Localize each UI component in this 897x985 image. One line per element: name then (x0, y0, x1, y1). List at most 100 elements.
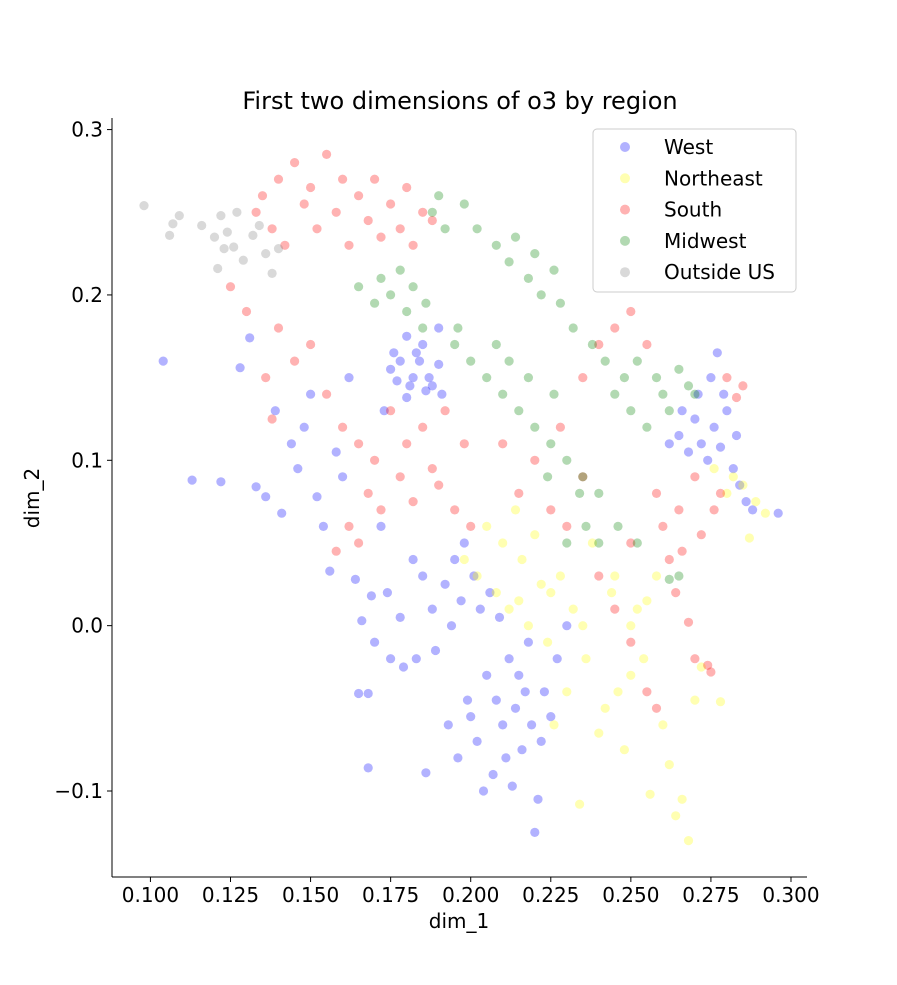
data-point (731, 430, 742, 441)
series-outside-us (139, 201, 284, 278)
data-point (514, 488, 524, 498)
data-point (696, 530, 706, 540)
data-point (251, 482, 261, 492)
data-point (267, 224, 277, 234)
data-point (418, 207, 428, 217)
data-point (498, 538, 508, 548)
data-point (664, 439, 674, 449)
data-point (370, 637, 380, 647)
data-point (414, 356, 425, 366)
data-point (651, 488, 662, 498)
data-point (744, 533, 755, 543)
data-point (677, 794, 687, 804)
x-tick-label: 0.125 (202, 883, 259, 907)
data-point (344, 373, 354, 383)
data-point (450, 505, 460, 515)
data-point (357, 616, 367, 626)
data-point (350, 574, 360, 585)
data-point (443, 720, 453, 730)
data-point (594, 488, 604, 498)
data-point (683, 617, 694, 627)
data-point (165, 230, 175, 240)
x-tick-label: 0.150 (282, 883, 339, 907)
data-point (549, 720, 559, 730)
legend-box (592, 128, 797, 293)
data-point (536, 579, 546, 589)
data-point (594, 339, 604, 350)
data-point (437, 389, 447, 399)
data-point (363, 488, 373, 498)
data-point (158, 356, 168, 366)
data-point (578, 472, 588, 482)
data-point (261, 373, 271, 383)
x-tick-label: 0.300 (762, 883, 819, 907)
data-point (421, 768, 431, 778)
data-point (530, 530, 540, 540)
data-point (386, 364, 396, 374)
data-point (257, 191, 268, 201)
y-tick-label: 0.0 (71, 614, 103, 638)
data-point (466, 712, 476, 722)
data-point (386, 290, 396, 300)
data-point (440, 406, 450, 416)
data-point (607, 588, 617, 598)
data-point (543, 472, 553, 482)
data-point (370, 298, 380, 308)
data-point (251, 207, 261, 217)
data-point (402, 392, 412, 403)
data-point (546, 505, 556, 515)
data-point (677, 546, 687, 556)
legend: West Northeast South Midwest Outside US (592, 128, 797, 293)
data-point (510, 232, 521, 242)
data-point (674, 505, 684, 515)
data-point (440, 224, 450, 234)
data-point (395, 356, 405, 366)
data-point (683, 836, 694, 846)
data-point (273, 323, 284, 333)
data-point (651, 703, 662, 713)
data-point (715, 697, 726, 707)
data-point (286, 439, 296, 449)
y-tick-label: 0.1 (71, 448, 103, 472)
data-point (562, 455, 572, 465)
data-point (418, 422, 428, 432)
legend-marker (620, 235, 630, 246)
data-point (549, 265, 559, 275)
data-point (450, 339, 460, 350)
data-point (552, 654, 562, 664)
data-point (664, 406, 674, 416)
data-point (664, 554, 674, 565)
data-point (386, 199, 396, 209)
data-point (514, 406, 524, 416)
data-point (491, 339, 501, 350)
data-point (213, 263, 223, 274)
data-point (408, 282, 418, 292)
data-point (261, 249, 271, 259)
data-point (277, 508, 287, 518)
data-point (546, 439, 556, 449)
data-point (510, 703, 521, 713)
data-point (427, 604, 437, 614)
data-point (408, 554, 418, 565)
data-point (546, 588, 556, 598)
data-point (254, 220, 264, 231)
data-point (536, 290, 546, 300)
data-point (523, 373, 534, 383)
data-point (427, 464, 437, 474)
y-tick-label: 0.2 (71, 283, 103, 307)
data-point (642, 339, 652, 350)
data-point (270, 406, 280, 416)
data-point (370, 174, 380, 184)
legend-label: West (664, 135, 713, 159)
data-point (709, 422, 719, 432)
data-point (642, 687, 652, 697)
data-point (475, 604, 485, 614)
data-point (498, 720, 508, 730)
data-point (331, 447, 341, 457)
data-point (306, 182, 316, 193)
data-point (575, 799, 585, 809)
data-point (376, 273, 386, 283)
data-point (472, 736, 482, 747)
data-point (408, 497, 418, 507)
data-point (587, 538, 598, 548)
